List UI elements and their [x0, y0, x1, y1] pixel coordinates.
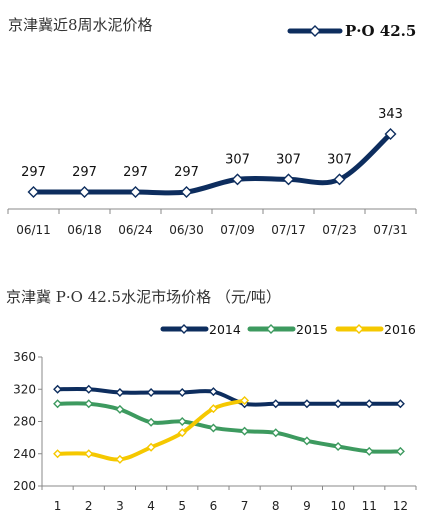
x-tick-label: 06/11: [16, 223, 51, 237]
x-tick-label: 8: [272, 499, 280, 513]
data-point: [177, 387, 187, 397]
data-point: [240, 396, 250, 406]
data-label: 297: [72, 165, 97, 180]
y-tick-label: 320: [13, 382, 36, 396]
chart-title: 京津冀近8周水泥价格: [8, 16, 153, 34]
data-label: 307: [276, 152, 301, 167]
data-point: [53, 449, 63, 459]
data-point: [208, 423, 218, 433]
x-tick-label: 07/23: [322, 223, 357, 237]
legend-marker: [266, 324, 276, 334]
data-point: [115, 387, 125, 397]
series-line-2015: [55, 401, 403, 454]
weekly-price-plot: P·O 42.5 06/11 06/18 06/24 06/30 07/09 07/17 07…: [7, 22, 417, 237]
x-tick-label: 06/30: [169, 223, 204, 237]
data-point: [395, 446, 405, 456]
data-label: 297: [123, 165, 148, 180]
data-label: 297: [21, 165, 46, 180]
data-label: 297: [174, 165, 199, 180]
data-point: [180, 186, 193, 198]
x-tick-label: 12: [393, 499, 408, 513]
data-point: [177, 428, 187, 438]
legend-marker: [179, 324, 189, 334]
data-point: [146, 442, 156, 452]
data-point: [115, 404, 125, 414]
weekly-price-chart: 京津冀近8周水泥价格 P·O 42.5 06/11 06/18 06/24 06/30 0…: [0, 0, 441, 255]
data-point: [282, 173, 295, 186]
data-point: [240, 426, 250, 436]
x-tick-label: 07/09: [220, 223, 255, 237]
data-point: [129, 186, 142, 198]
data-point: [271, 399, 281, 409]
x-tick-label: 10: [330, 499, 345, 513]
data-label: 307: [225, 152, 250, 167]
data-point: [333, 399, 343, 409]
data-point: [53, 384, 63, 394]
data-point: [84, 449, 94, 459]
x-tick-label: 11: [362, 499, 377, 513]
x-tick-label: 4: [147, 499, 155, 513]
x-tick-label: 9: [303, 499, 311, 513]
data-point: [146, 387, 156, 397]
x-tick-label: 07/31: [373, 223, 408, 237]
y-tick-label: 200: [13, 479, 36, 493]
data-point: [302, 436, 312, 446]
x-tick-label: 5: [178, 499, 186, 513]
data-point: [333, 173, 346, 186]
data-point: [208, 404, 218, 414]
data-point: [146, 417, 156, 427]
data-point: [115, 454, 125, 464]
data-point: [364, 399, 374, 409]
x-tick-label: 6: [210, 499, 218, 513]
data-point: [302, 399, 312, 409]
x-tick-label: 1: [54, 499, 62, 513]
legend-marker: [309, 25, 321, 37]
y-tick-label: 280: [13, 415, 36, 429]
x-tick-label: 2: [85, 499, 93, 513]
data-label: 307: [327, 152, 352, 167]
legend-label: 2015: [296, 322, 328, 337]
data-point: [27, 186, 40, 198]
data-point: [395, 399, 405, 409]
data-point: [84, 384, 94, 394]
legend-label: P·O 42.5: [345, 22, 416, 40]
data-point: [84, 399, 94, 409]
x-tick-label: 7: [241, 499, 249, 513]
chart-title: 京津冀 P·O 42.5水泥市场价格 （元/吨）: [6, 288, 281, 306]
y-tick-label: 360: [13, 350, 36, 364]
monthly-price-chart: 京津冀 P·O 42.5水泥市场价格 （元/吨） 2014 2015 2016 360…: [0, 278, 441, 520]
x-tick-label: 06/18: [67, 223, 102, 237]
data-point: [384, 128, 397, 140]
data-point: [231, 173, 244, 186]
data-point: [364, 446, 374, 456]
legend-label: 2016: [384, 322, 416, 337]
data-point: [177, 417, 187, 426]
x-tick-label: 3: [116, 499, 124, 513]
legend-label: 2014: [209, 322, 241, 337]
x-tick-label: 06/24: [118, 223, 153, 237]
data-point: [78, 186, 91, 198]
data-point: [208, 387, 218, 397]
data-point: [271, 428, 281, 438]
data-point: [333, 442, 343, 451]
y-tick-label: 240: [13, 447, 36, 461]
x-tick-label: 07/17: [271, 223, 306, 237]
legend-marker: [354, 324, 364, 334]
data-label: 343: [378, 107, 403, 122]
data-point: [53, 399, 63, 409]
